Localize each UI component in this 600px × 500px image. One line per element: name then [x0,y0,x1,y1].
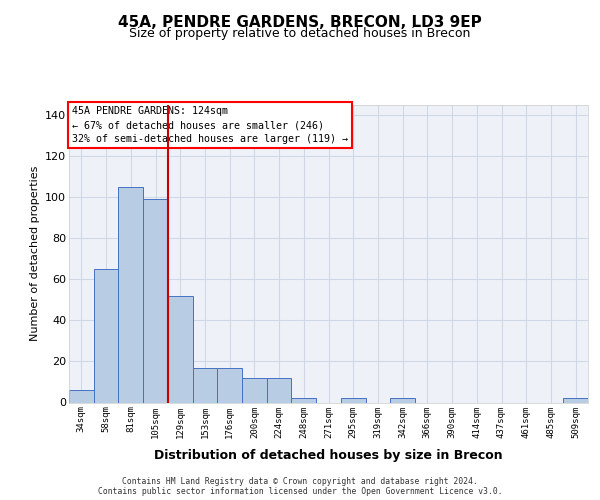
Bar [341,398,365,402]
Text: Contains HM Land Registry data © Crown copyright and database right 2024.
Contai: Contains HM Land Registry data © Crown c… [98,476,502,496]
Bar [168,296,193,403]
Bar [292,398,316,402]
X-axis label: Distribution of detached houses by size in Brecon: Distribution of detached houses by size … [154,448,503,462]
Bar [242,378,267,402]
Text: 45A, PENDRE GARDENS, BRECON, LD3 9EP: 45A, PENDRE GARDENS, BRECON, LD3 9EP [118,15,482,30]
Text: Size of property relative to detached houses in Brecon: Size of property relative to detached ho… [130,28,470,40]
Bar [143,200,168,402]
Bar [390,398,415,402]
Bar [118,187,143,402]
Bar [217,368,242,402]
Y-axis label: Number of detached properties: Number of detached properties [29,166,40,342]
Bar [69,390,94,402]
Bar [563,398,588,402]
Bar [193,368,217,402]
Bar [94,269,118,402]
Bar [267,378,292,402]
Text: 45A PENDRE GARDENS: 124sqm
← 67% of detached houses are smaller (246)
32% of sem: 45A PENDRE GARDENS: 124sqm ← 67% of deta… [71,106,347,144]
